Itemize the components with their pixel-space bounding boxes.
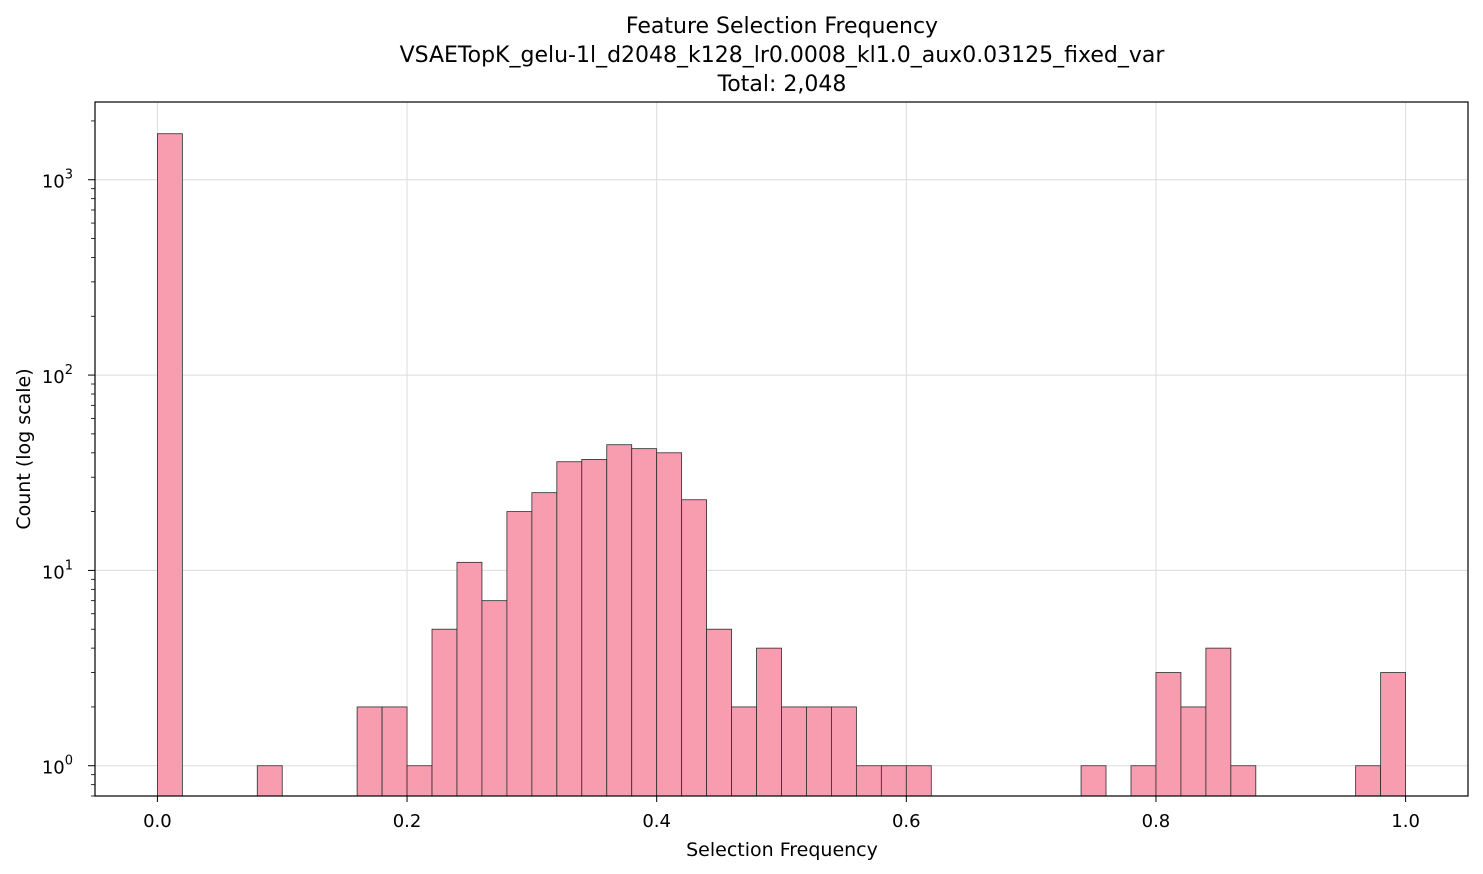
histogram-bar xyxy=(905,765,932,797)
x-tick-label: 1.0 xyxy=(1391,811,1420,832)
histogram-bar xyxy=(431,628,458,797)
histogram-bar xyxy=(556,461,583,797)
histogram-bar xyxy=(506,511,533,797)
x-tick-label: 0.6 xyxy=(892,811,921,832)
histogram-bar xyxy=(656,452,683,797)
histogram-bar xyxy=(681,499,708,797)
x-tick-label: 0.0 xyxy=(143,811,172,832)
histogram-bar xyxy=(1355,765,1382,797)
histogram-bar xyxy=(581,459,608,797)
chart-subtitle: VSAETopK_gelu-1l_d2048_k128_lr0.0008_kl1… xyxy=(400,43,1166,68)
x-tick-label: 0.8 xyxy=(1142,811,1171,832)
x-tick-label: 0.4 xyxy=(642,811,671,832)
x-tick-label: 0.2 xyxy=(393,811,422,832)
histogram-bar xyxy=(356,706,383,797)
histogram-bar xyxy=(731,706,757,797)
histogram-bar xyxy=(381,706,408,797)
y-tick-exponent: 0 xyxy=(65,754,73,769)
histogram-bar xyxy=(157,133,183,797)
histogram-bar xyxy=(1205,647,1232,797)
histogram-bars xyxy=(157,133,1406,797)
y-tick-exponent: 3 xyxy=(65,168,73,183)
histogram-bar xyxy=(806,706,832,797)
chart-title: Feature Selection Frequency xyxy=(626,14,938,39)
histogram-bar xyxy=(406,765,433,797)
histogram-bar xyxy=(256,765,283,797)
histogram-bar xyxy=(781,706,807,797)
histogram-bar xyxy=(1180,706,1207,797)
histogram-bar xyxy=(1130,765,1157,797)
plot-area-frame xyxy=(94,101,1469,797)
histogram-bar xyxy=(531,492,558,797)
histogram-bar xyxy=(1230,765,1257,797)
histogram-bar xyxy=(706,628,732,797)
y-tick-exponent: 1 xyxy=(65,558,73,573)
chart-total: Total: 2,048 xyxy=(717,72,847,97)
y-tick-exponent: 2 xyxy=(65,363,73,378)
histogram-bar xyxy=(831,706,857,797)
x-axis-label: Selection Frequency xyxy=(686,839,878,861)
histogram-bar xyxy=(880,765,907,797)
histogram-bar xyxy=(1380,672,1406,797)
histogram-bar xyxy=(456,561,483,797)
histogram-bar xyxy=(1080,765,1107,797)
histogram-bar xyxy=(855,765,882,797)
histogram-bar xyxy=(1155,672,1182,797)
histogram-bar xyxy=(606,444,633,797)
histogram-bar xyxy=(481,600,508,797)
y-axis-label: Count (log scale) xyxy=(13,368,35,529)
histogram-bar xyxy=(631,448,658,797)
histogram-bar xyxy=(756,647,782,797)
